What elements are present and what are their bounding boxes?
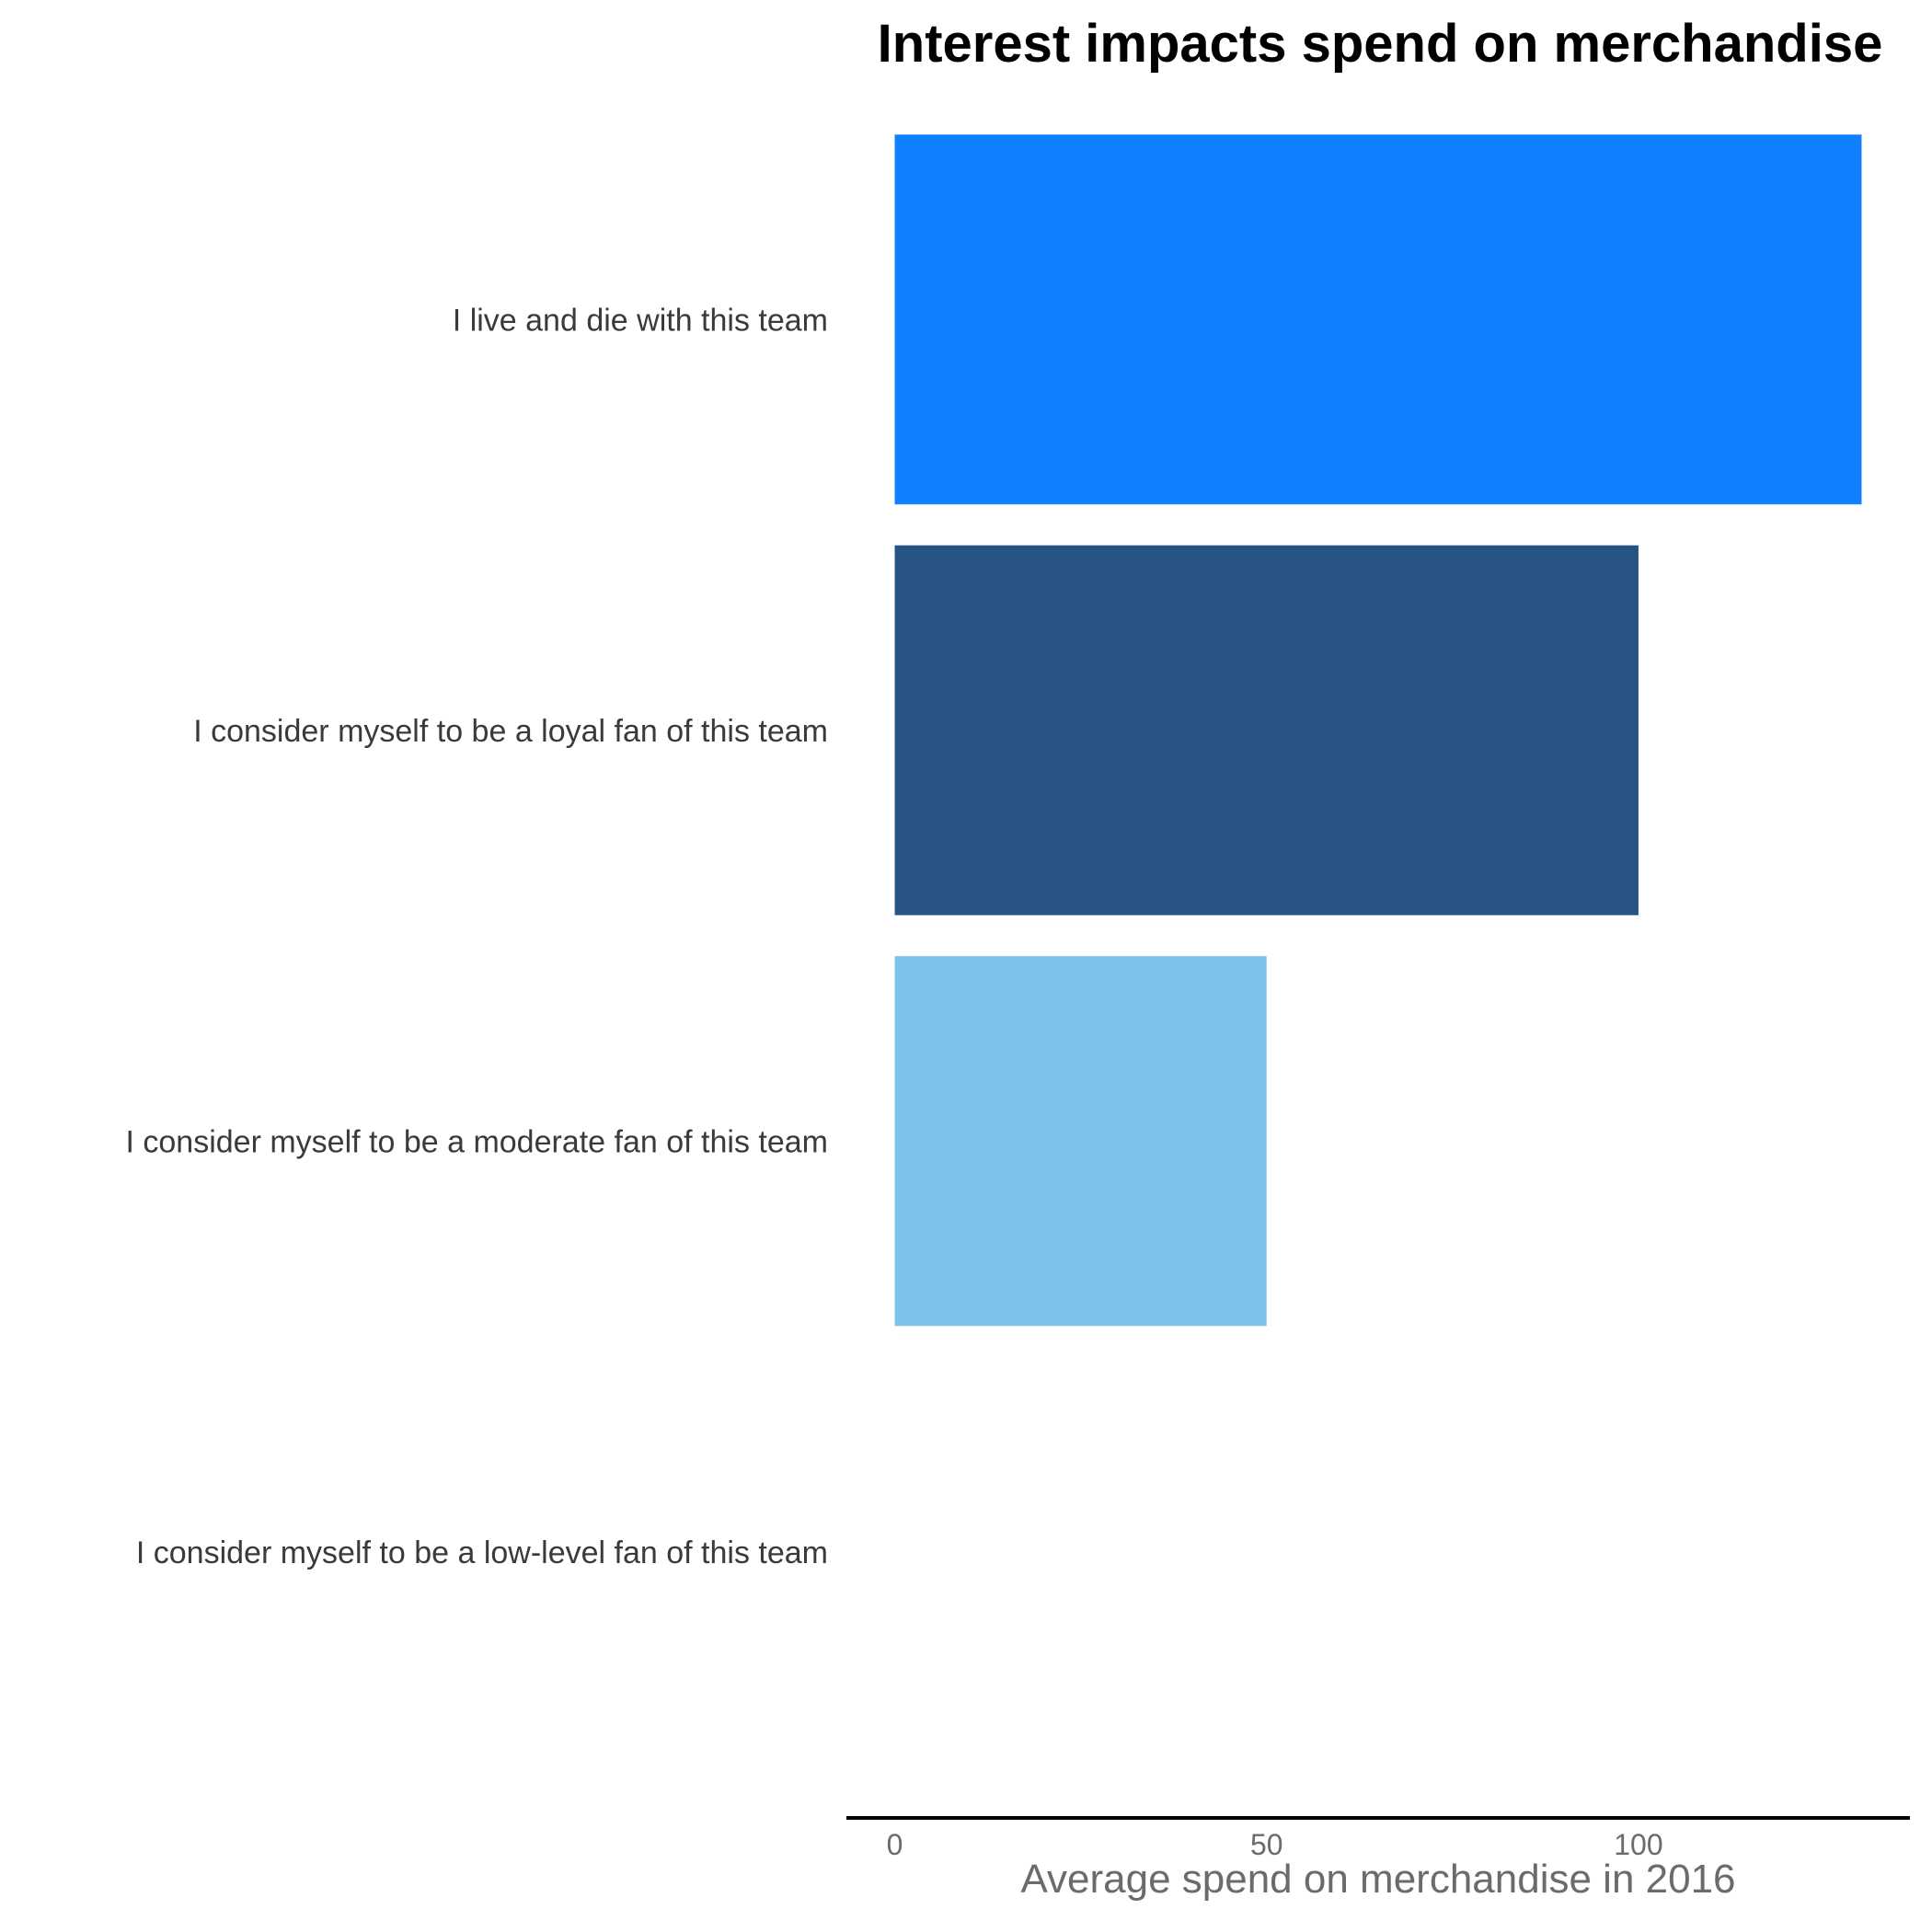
bars-layer <box>894 134 1862 1327</box>
x-tick-label-0: 0 <box>887 1828 903 1861</box>
category-label-4: I consider myself to be a low-level fan … <box>136 1535 828 1570</box>
category-label-2: I consider myself to be a loyal fan of t… <box>193 714 828 749</box>
x-axis-ticks: 0 50 100 <box>887 1828 1663 1861</box>
category-label-1: I live and die with this team <box>453 303 828 338</box>
x-axis-title: Average spend on merchandise in 2016 <box>1020 1857 1735 1902</box>
bar-3 <box>894 956 1267 1327</box>
bar-2 <box>894 545 1639 915</box>
x-tick-label-50: 50 <box>1250 1828 1283 1861</box>
x-tick-label-100: 100 <box>1614 1828 1662 1861</box>
category-label-3: I consider myself to be a moderate fan o… <box>126 1124 829 1159</box>
chart-title: Interest impacts spend on merchandise <box>878 14 1883 74</box>
bar-1 <box>894 134 1862 505</box>
category-labels: I live and die with this team I consider … <box>126 303 829 1570</box>
